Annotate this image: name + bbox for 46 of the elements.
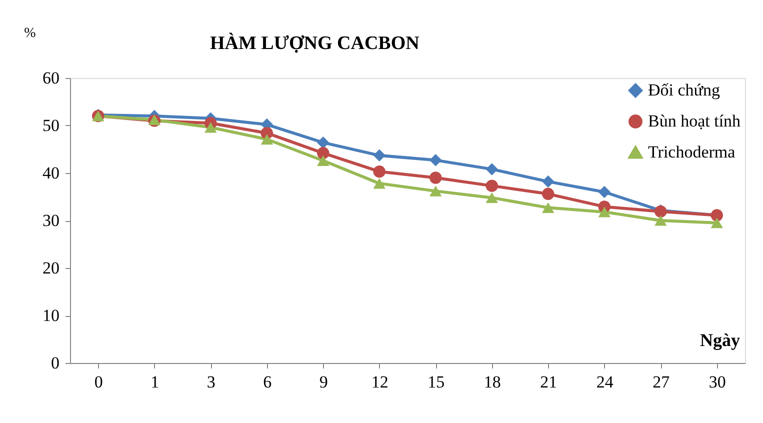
point: [542, 202, 554, 213]
point: [373, 165, 386, 178]
point: [317, 155, 330, 166]
point: [430, 154, 442, 166]
x-axis-title: Ngày: [700, 330, 740, 350]
x-tick-label: 0: [94, 372, 103, 392]
point: [373, 178, 386, 189]
y-axis-title: %: [24, 26, 36, 41]
x-tick-label: 1: [150, 372, 160, 392]
x-tick-label: 18: [484, 372, 501, 392]
legend-label: Trichoderma: [648, 142, 736, 162]
point: [654, 215, 667, 226]
x-tick-label: 6: [263, 372, 272, 392]
x-tick-label: 27: [652, 372, 670, 392]
point: [430, 172, 442, 184]
point: [430, 186, 442, 196]
point: [486, 163, 498, 176]
point: [542, 188, 554, 200]
x-tick-label: 21: [540, 372, 558, 392]
x-tick-label: 15: [428, 372, 445, 392]
point: [260, 134, 273, 145]
x-tick-label: 24: [596, 372, 614, 392]
y-tick-label: 40: [42, 164, 60, 182]
point: [542, 175, 554, 188]
y-tick-label: 20: [42, 258, 60, 278]
point: [710, 218, 723, 228]
y-tick-label: 60: [42, 68, 60, 88]
x-tick-label: 9: [319, 372, 328, 392]
point: [486, 180, 498, 192]
y-tick-label: 30: [42, 211, 60, 230]
y-tick-label: 0: [51, 354, 60, 372]
point: [598, 206, 610, 218]
y-tick-label: 50: [42, 116, 60, 135]
legend-label: Đối chứng: [648, 80, 721, 100]
point: [373, 149, 386, 162]
chart-title: HÀM LƯỢNG CACBON: [210, 32, 420, 54]
point: [317, 146, 330, 160]
point: [598, 186, 610, 198]
x-tick-label: 30: [708, 372, 726, 392]
point: [317, 136, 330, 149]
point: [204, 122, 217, 133]
y-tick-label: 10: [42, 306, 60, 325]
point: [486, 192, 498, 204]
x-tick-label: 12: [371, 372, 388, 392]
x-tick-label: 3: [206, 372, 216, 392]
legend-label: Bùn hoạt tính: [648, 112, 742, 130]
